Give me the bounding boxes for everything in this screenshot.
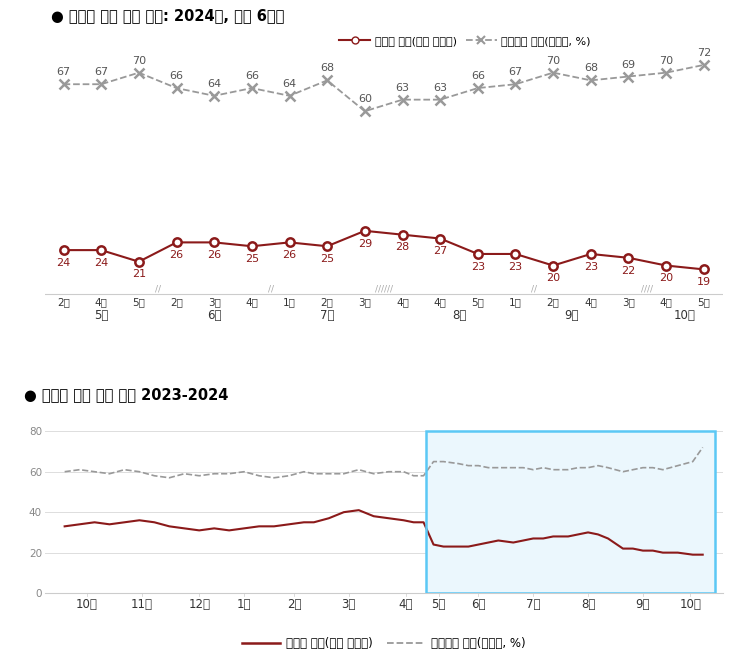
Text: //////: ////// [375, 284, 393, 293]
Text: 63: 63 [433, 83, 447, 93]
Text: 68: 68 [584, 63, 598, 73]
Text: 2주: 2주 [321, 298, 334, 308]
Text: 7월: 7월 [320, 309, 335, 322]
Text: 25: 25 [245, 254, 259, 264]
Legend: 잘하고 있다(직무 긍정률), 잘못하고 있다(부정률, %): 잘하고 있다(직무 긍정률), 잘못하고 있다(부정률, %) [238, 632, 530, 654]
Text: 64: 64 [207, 79, 221, 89]
Text: 4주: 4주 [584, 298, 597, 308]
Text: 26: 26 [207, 250, 221, 260]
Text: 23: 23 [471, 262, 485, 272]
Text: 5주: 5주 [133, 298, 145, 308]
Text: 19: 19 [697, 277, 711, 287]
Text: 3주: 3주 [208, 298, 221, 308]
Text: //: // [531, 284, 537, 293]
Text: 4주: 4주 [434, 298, 446, 308]
Text: 26: 26 [169, 250, 183, 260]
Text: 5주: 5주 [697, 298, 710, 308]
Text: 60: 60 [358, 94, 372, 104]
Bar [426, 431, 715, 593]
Text: 6월: 6월 [207, 309, 221, 322]
Text: 66: 66 [471, 71, 485, 81]
Text: 67: 67 [508, 67, 522, 77]
Text: 24: 24 [94, 258, 108, 268]
Text: 20: 20 [659, 273, 673, 283]
Text: 10월: 10월 [674, 309, 696, 322]
Text: 26: 26 [282, 250, 297, 260]
Text: 4주: 4주 [95, 298, 107, 308]
Text: 1주: 1주 [283, 298, 296, 308]
Text: //: // [155, 284, 161, 293]
Text: 5월: 5월 [94, 309, 108, 322]
Text: 9월: 9월 [565, 309, 580, 322]
Text: 3주: 3주 [358, 298, 371, 308]
Text: 20: 20 [546, 273, 560, 283]
Text: 22: 22 [621, 266, 635, 275]
Text: 24: 24 [57, 258, 71, 268]
Text: 72: 72 [697, 48, 711, 58]
Text: 5주: 5주 [472, 298, 484, 308]
Text: 23: 23 [584, 262, 598, 272]
Text: 4주: 4주 [396, 298, 409, 308]
Text: 1주: 1주 [509, 298, 522, 308]
Text: 69: 69 [621, 59, 635, 70]
Text: 2주: 2주 [170, 298, 183, 308]
Text: 2주: 2주 [547, 298, 559, 308]
Text: 8월: 8월 [451, 309, 466, 322]
Text: 3주: 3주 [622, 298, 635, 308]
Text: 68: 68 [320, 63, 335, 73]
Text: //: // [267, 284, 273, 293]
Text: ● 대통령 직무 수행 평가 2023-2024: ● 대통령 직무 수행 평가 2023-2024 [25, 387, 229, 402]
Text: 27: 27 [433, 246, 447, 256]
Text: 2주: 2주 [57, 298, 70, 308]
Bar [426, 431, 715, 593]
Text: 66: 66 [170, 71, 183, 81]
Legend: 잘하고 있다(직무 긍정률), 잘못하고 있다(부정률, %): 잘하고 있다(직무 긍정률), 잘못하고 있다(부정률, %) [335, 32, 595, 51]
Text: 64: 64 [282, 79, 297, 89]
Text: 4주: 4주 [660, 298, 673, 308]
Text: 21: 21 [132, 270, 146, 279]
Text: 4주: 4주 [245, 298, 259, 308]
Text: 23: 23 [508, 262, 522, 272]
Text: 67: 67 [57, 67, 71, 77]
Text: 70: 70 [132, 56, 146, 66]
Text: 25: 25 [320, 254, 335, 264]
Text: 70: 70 [546, 56, 560, 66]
Text: ////: //// [641, 284, 653, 293]
Text: 63: 63 [396, 83, 410, 93]
Text: 70: 70 [659, 56, 673, 66]
Text: 28: 28 [396, 243, 410, 252]
Text: 66: 66 [245, 71, 259, 81]
Text: 67: 67 [94, 67, 108, 77]
Text: ● 대통령 직무 수행 평가: 2024년, 최근 6개월: ● 대통령 직무 수행 평가: 2024년, 최근 6개월 [51, 9, 285, 24]
Text: 29: 29 [358, 239, 372, 248]
